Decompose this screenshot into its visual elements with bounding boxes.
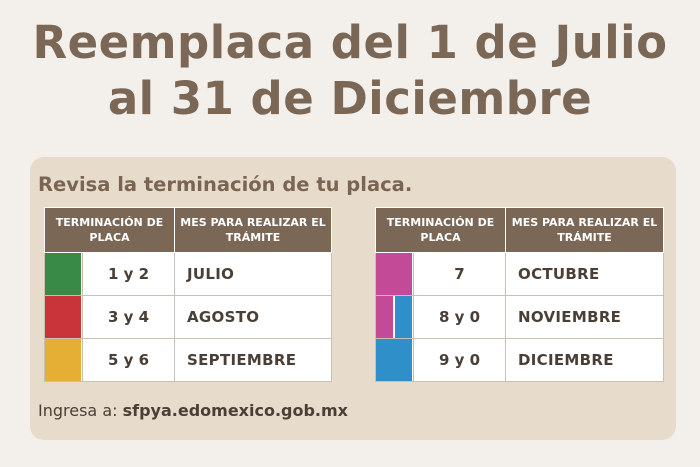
color-swatch-yellow <box>44 338 83 382</box>
plate-ending: 3 y 4 <box>81 295 176 339</box>
plates-table-left: TERMINACIÓN DE PLACA MES PARA REALIZAR E… <box>43 207 332 382</box>
table-row: 5 y 6 SEPTIEMBRE <box>44 338 332 382</box>
website-link[interactable]: sfpya.edomexico.gob.mx <box>122 401 348 420</box>
color-fill <box>45 339 81 381</box>
color-fill <box>45 296 81 338</box>
footer-text: Ingresa a: sfpya.edomexico.gob.mx <box>38 401 348 420</box>
pink-stripe <box>376 296 393 338</box>
color-fill <box>376 296 412 338</box>
month-label: NOVIEMBRE <box>505 295 664 339</box>
month-label: SEPTIEMBRE <box>174 338 332 382</box>
table-row: 1 y 2 JULIO <box>44 252 332 296</box>
header-terminacion: TERMINACIÓN DE PLACA <box>43 207 176 253</box>
month-label: DICIEMBRE <box>505 338 664 382</box>
table-row: 8 y 0 NOVIEMBRE <box>375 295 664 339</box>
color-fill <box>376 253 412 295</box>
plate-ending: 9 y 0 <box>412 338 507 382</box>
plate-ending: 5 y 6 <box>81 338 176 382</box>
table-header-row: TERMINACIÓN DE PLACA MES PARA REALIZAR E… <box>43 207 332 253</box>
color-swatch-blue <box>375 338 414 382</box>
plate-ending: 8 y 0 <box>412 295 507 339</box>
plates-table-right: TERMINACIÓN DE PLACA MES PARA REALIZAR E… <box>374 207 664 382</box>
page-title-line-1: Reemplaca del 1 de Julio <box>32 16 668 69</box>
page-title-line-2: al 31 de Diciembre <box>107 72 593 125</box>
table-row: 9 y 0 DICIEMBRE <box>375 338 664 382</box>
month-label: JULIO <box>174 252 332 296</box>
footer-label: Ingresa a: <box>38 401 118 420</box>
month-label: OCTUBRE <box>505 252 664 296</box>
blue-stripe <box>395 296 412 338</box>
header-mes: MES PARA REALIZAR EL TRÁMITE <box>505 207 664 253</box>
table-row: 3 y 4 AGOSTO <box>44 295 332 339</box>
header-terminacion: TERMINACIÓN DE PLACA <box>374 207 507 253</box>
color-fill <box>45 253 81 295</box>
header-mes: MES PARA REALIZAR EL TRÁMITE <box>174 207 332 253</box>
table-header-row: TERMINACIÓN DE PLACA MES PARA REALIZAR E… <box>374 207 664 253</box>
table-row: 7 OCTUBRE <box>375 252 664 296</box>
info-panel: Revisa la terminación de tu placa. TERMI… <box>30 157 676 440</box>
plate-ending: 7 <box>412 252 507 296</box>
color-fill <box>376 339 412 381</box>
color-swatch-green <box>44 252 83 296</box>
color-swatch-red <box>44 295 83 339</box>
panel-subtitle: Revisa la terminación de tu placa. <box>38 173 413 196</box>
plate-ending: 1 y 2 <box>81 252 176 296</box>
color-swatch-pink <box>375 252 414 296</box>
color-swatch-pink-blue <box>375 295 414 339</box>
month-label: AGOSTO <box>174 295 332 339</box>
